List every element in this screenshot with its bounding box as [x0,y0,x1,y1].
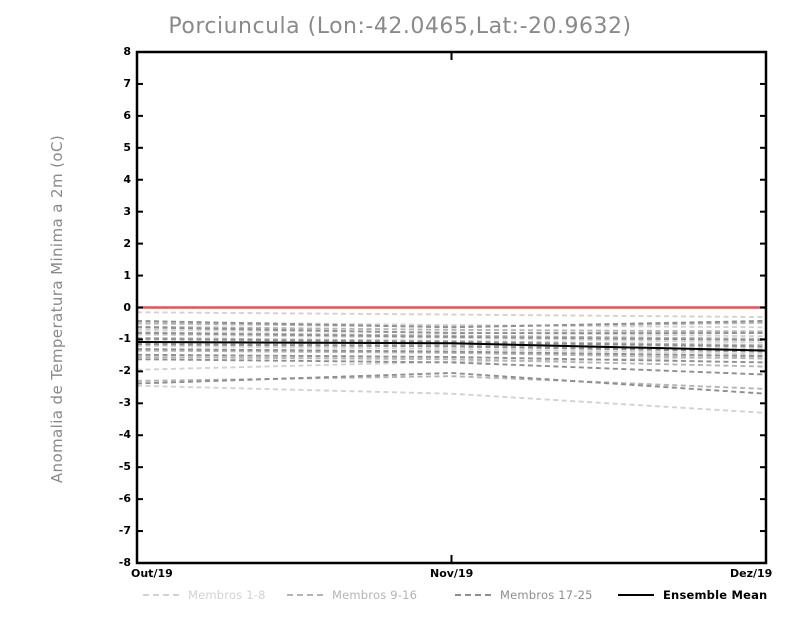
y-tick-0: 0 [123,300,131,314]
series-line [136,332,767,342]
legend-label: Membros 1-8 [188,588,266,602]
series-line [136,311,767,319]
x-tick-2: Dez/19 [730,567,773,580]
y-tick--1: -1 [118,332,131,346]
series-line [136,337,767,348]
y-tick--8: -8 [118,556,131,569]
series-line [136,375,767,390]
series-line [136,349,767,360]
y-tick-2: 2 [123,236,131,250]
y-tick-1: 1 [123,268,131,282]
y-tick-3: 3 [123,204,131,218]
series-line [136,356,767,368]
y-tick-6: 6 [123,108,131,122]
chart-title: Porciuncula (Lon:-42.0465,Lat:-20.9632) [168,14,632,39]
series-line [136,325,767,333]
y-tick--2: -2 [118,364,131,378]
legend-entry-0: Membros 1-8 [143,587,266,603]
series-line [136,333,767,344]
series-line [136,336,767,347]
y-tick--5: -5 [118,460,131,474]
series-line [136,372,767,395]
y-tick--4: -4 [118,428,131,442]
series-line [136,384,767,414]
y-tick--3: -3 [118,396,131,410]
y-tick-8: 8 [123,45,131,58]
y-tick--7: -7 [118,524,131,538]
series-line [136,343,767,353]
series-layer [136,311,767,414]
legend-swatch-icon [618,594,654,596]
legend-label: Membros 9-16 [332,588,418,602]
series-line [136,341,767,351]
series-line [136,326,766,334]
legend-swatch-icon [143,594,179,596]
series-line [136,319,767,329]
x-tick-0: Out/19 [131,567,173,580]
legend-label: Membros 17-25 [500,588,593,602]
axes-frame [135,50,768,565]
series-line [136,348,767,357]
legend-swatch-icon [455,594,491,596]
series-line [136,358,767,376]
y-tick-7: 7 [123,76,131,90]
legend-entry-2: Membros 17-25 [455,587,593,603]
series-line [136,353,767,364]
legend-swatch-icon [287,594,323,596]
x-tick-1: Nov/19 [430,567,474,580]
y-tick-5: 5 [123,140,131,154]
series-line [136,344,767,355]
y-tick-4: 4 [123,172,131,186]
series-line [136,340,767,352]
legend-label: Ensemble Mean [663,588,768,602]
legend-entry-1: Membros 9-16 [287,587,417,603]
y-tick--6: -6 [118,492,131,506]
legend-entry-3: Ensemble Mean [618,587,767,603]
